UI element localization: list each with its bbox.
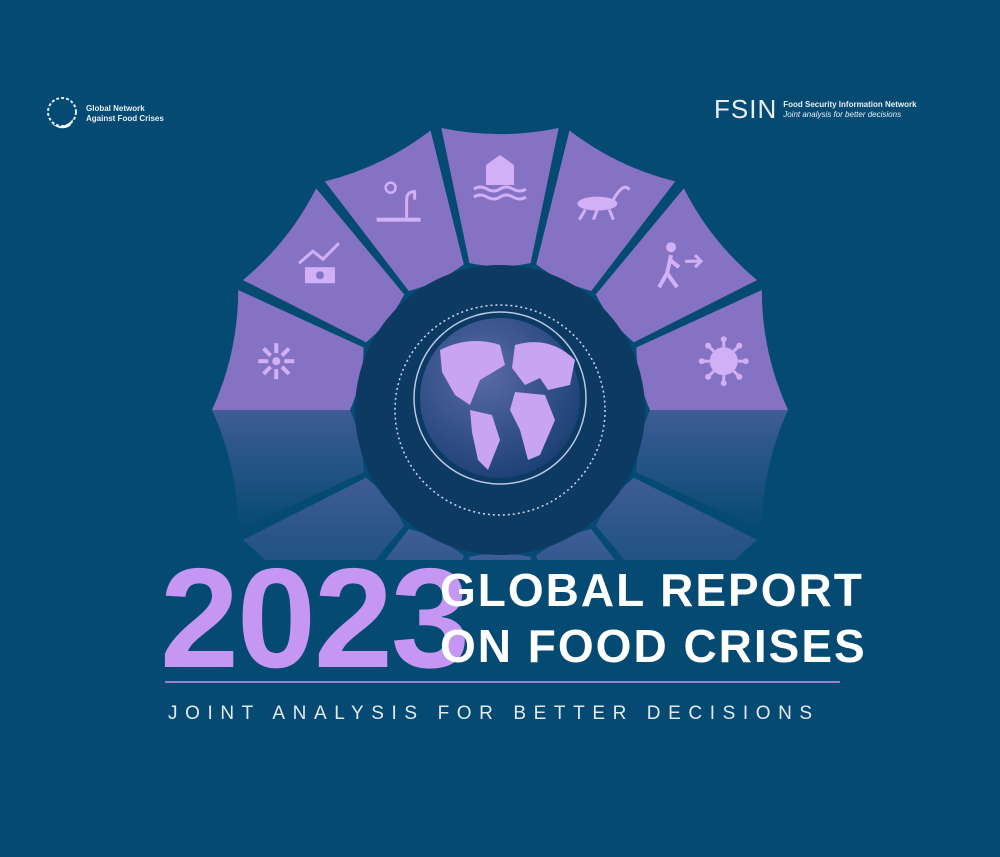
wheel-segment [242, 188, 405, 343]
title-divider [165, 681, 840, 683]
economic-shock-icon [297, 242, 341, 284]
fsin-mark: FSIN [714, 94, 778, 124]
wheel-segment-reflection [595, 477, 758, 560]
gnafc-line2: Against Food Crises [86, 114, 164, 123]
wheel-segment-reflection [536, 529, 615, 560]
locust-icon [577, 185, 631, 221]
wheel-segment [536, 130, 676, 291]
fsin-logo: FSIN Food Security Information Network J… [704, 94, 917, 125]
wheel-segment-reflection [242, 477, 405, 560]
wheel-segment-reflection [636, 410, 788, 530]
gnafc-logo: Global Network Against Food Crises [44, 96, 164, 132]
wheel-segment-reflection [212, 410, 364, 530]
title-line-2: ON FOOD CRISES [440, 620, 867, 672]
title-line-1: GLOBAL REPORT [440, 564, 864, 616]
wheel-segment-reflection [468, 553, 532, 560]
tagline: JOINT ANALYSIS FOR BETTER DECISIONS [168, 703, 820, 724]
fsin-line2: Joint analysis for better decisions [783, 109, 902, 119]
displacement-icon [657, 242, 704, 289]
globe-icon [420, 318, 580, 478]
flood-icon [473, 155, 527, 201]
explosion-icon [258, 343, 295, 380]
wheel-reflection [212, 410, 788, 560]
report-title: GLOBAL REPORT ON FOOD CRISES [440, 562, 867, 674]
fsin-line1: Food Security Information Network [783, 99, 917, 109]
wheel-segments [212, 128, 788, 410]
dotted-ring [394, 304, 606, 516]
crisis-drivers-wheel [212, 128, 788, 560]
gnafc-line1: Global Network [86, 104, 145, 113]
drought-icon [376, 181, 421, 222]
globe-hand-icon [47, 97, 77, 129]
virus-icon [698, 336, 749, 387]
report-year: 2023 [160, 539, 470, 698]
wheel-segment-reflection [385, 529, 464, 560]
wheel-segment [324, 130, 464, 291]
globe-ring [413, 311, 587, 485]
